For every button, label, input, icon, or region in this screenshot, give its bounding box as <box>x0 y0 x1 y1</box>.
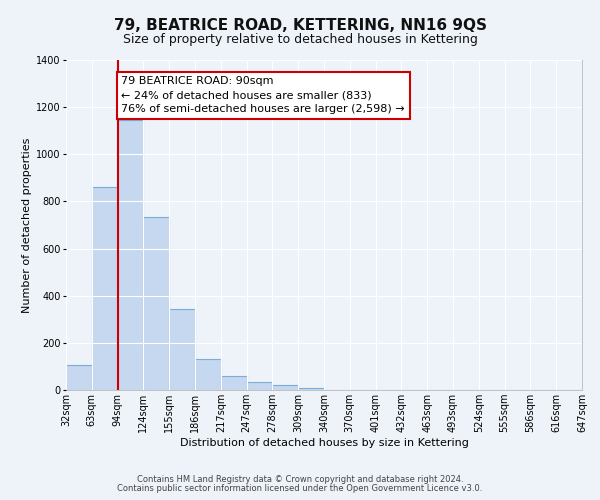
Bar <box>247 382 272 390</box>
Text: 79, BEATRICE ROAD, KETTERING, NN16 9QS: 79, BEATRICE ROAD, KETTERING, NN16 9QS <box>113 18 487 32</box>
Text: 79 BEATRICE ROAD: 90sqm
← 24% of detached houses are smaller (833)
76% of semi-d: 79 BEATRICE ROAD: 90sqm ← 24% of detache… <box>121 76 405 114</box>
Bar <box>298 388 324 390</box>
Bar <box>272 386 298 390</box>
Bar <box>143 217 169 390</box>
Bar <box>169 308 195 390</box>
Bar <box>92 188 118 390</box>
Text: Contains public sector information licensed under the Open Government Licence v3: Contains public sector information licen… <box>118 484 482 493</box>
Bar <box>118 120 143 390</box>
Text: Contains HM Land Registry data © Crown copyright and database right 2024.: Contains HM Land Registry data © Crown c… <box>137 475 463 484</box>
Bar <box>66 365 92 390</box>
X-axis label: Distribution of detached houses by size in Kettering: Distribution of detached houses by size … <box>179 438 469 448</box>
Y-axis label: Number of detached properties: Number of detached properties <box>22 138 32 312</box>
Bar <box>195 360 221 390</box>
Text: Size of property relative to detached houses in Kettering: Size of property relative to detached ho… <box>122 32 478 46</box>
Bar <box>221 376 247 390</box>
